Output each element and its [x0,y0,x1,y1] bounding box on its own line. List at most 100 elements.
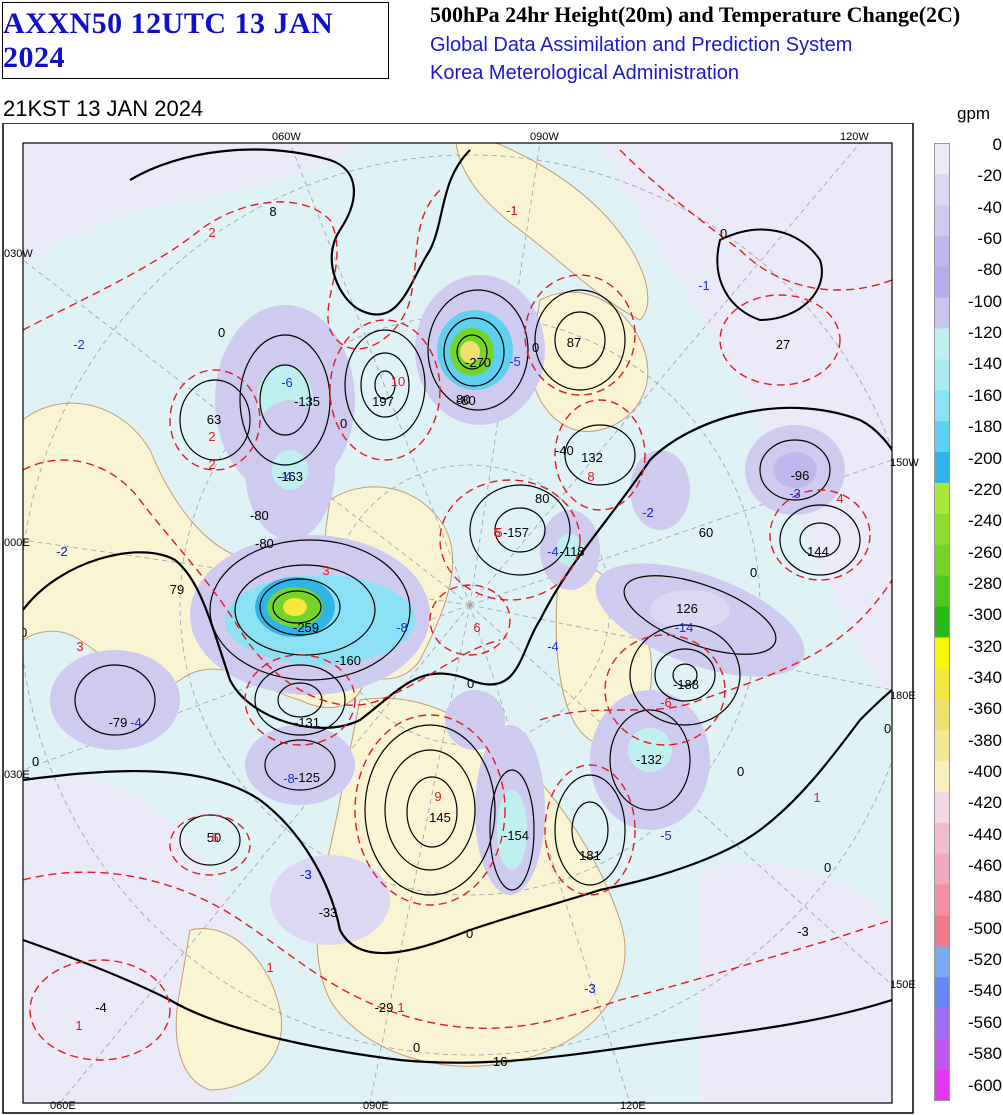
legend-label: -260 [967,542,1002,562]
legend-label: -380 [967,730,1002,750]
land [23,143,652,1091]
legend-label: -480 [967,887,1002,907]
legend-label: -20 [977,166,1002,186]
contour-label: 0 [750,565,757,580]
temp-value: -2 [56,544,68,559]
temperature-values: 2 2 -2 -6 -4 -4 -5 -8 -3 -2 -2 -14 -4 -5… [56,203,843,1033]
height-center: -131 [294,715,320,730]
lon-label-bottom: 120E [620,1100,646,1112]
legend-label: -140 [967,354,1002,374]
contour-label: -160 [335,653,361,668]
legend-swatch [934,946,950,978]
temp-value: -1 [506,203,518,218]
temp-value: 1 [813,790,820,805]
height-center: -154 [503,828,529,843]
legend-label: -100 [967,291,1002,311]
legend-swatch [934,699,950,731]
legend-label: -440 [967,824,1002,844]
legend-swatch [934,761,950,793]
temp-value: -6 [281,375,293,390]
height-center: 144 [807,544,829,559]
temp-value: 4 [836,491,843,506]
legend-swatch [934,637,950,669]
contour-label: 0 [720,226,727,241]
legend-label: -400 [967,762,1002,781]
legend-swatch [934,791,950,824]
temp-value: 9 [434,789,441,804]
temp-value: 1 [266,960,273,975]
legend-label: -240 [967,511,1002,531]
temp-value: 2 [208,225,215,240]
temp-value: -3 [300,867,312,882]
legend-label: -180 [967,417,1002,437]
temp-value: -3 [300,867,312,882]
lat-label-left: 030E [4,769,30,781]
legend-swatch [934,204,950,237]
contour-label: 0 [20,625,27,640]
legend-swatch [934,544,950,577]
legend-label: -220 [967,479,1002,499]
weather-map: 0 0 0 0 0 0 0 0 0 0 0 0 0 80 80 -80 -80 … [2,123,919,1114]
chart-title: 500hPa 24hr Height(20m) and Temperature … [430,2,961,27]
legend-colorbar [934,143,950,1101]
temp-value: 10 [391,374,405,389]
height-center: -4 [95,1000,107,1015]
height-center: 145 [429,810,451,825]
lat-label-right: 180E [890,690,916,702]
temp-value: -2 [56,544,68,559]
legend-swatch [934,359,950,391]
height-center: -33 [319,905,338,920]
height-center: -118 [559,544,584,559]
legend-swatch [934,884,950,917]
legend-label: -520 [967,950,1002,970]
contour-label: 0 [466,926,473,941]
legend-label: -500 [967,918,1002,938]
temp-value: 8 [587,469,594,484]
temp-value: -3 [789,486,801,501]
legend-swatch [934,575,950,608]
height-center: 27 [776,337,790,352]
temp-value: 2 [208,457,215,472]
legend-swatch [934,1070,950,1101]
contour-label: 0 [218,325,225,340]
contour-label: 0 [413,1040,420,1055]
temp-value: -2 [642,505,654,520]
height-center: -188 [673,677,699,692]
legend-swatch [934,915,950,947]
height-center: -79 [109,715,128,730]
height-center: -163 [277,469,303,484]
legend-label: -80 [977,260,1002,280]
height-center: 87 [567,335,581,350]
height-center: 60 [699,525,713,540]
legend-label: -600 [967,1075,1002,1095]
legend-swatch [934,668,950,700]
lat-label-left: 030W [4,248,33,260]
height-center: -125 [294,770,320,785]
temp-value: -3 [797,924,809,939]
temp-value: -4 [130,715,142,730]
legend-label: -120 [967,323,1002,343]
product-code-box: AXXN50 12UTC 13 JAN 2024 [2,2,389,79]
legend-label: -200 [967,448,1002,468]
contour-label: 0 [340,416,347,431]
height-center: 132 [581,450,603,465]
legend-swatch [934,421,950,453]
height-center: -157 [503,525,529,540]
temp-value: -2 [73,337,85,352]
legend-unit: gpm [957,104,991,123]
system-name: Global Data Assimilation and Prediction … [430,34,853,56]
temperature-contours [23,149,892,1061]
lon-label-top: 120W [840,131,869,143]
legend-swatch [934,266,950,299]
legend-swatch [934,482,950,515]
temp-value: -5 [509,354,521,369]
legend-label: 0 [992,135,1002,154]
lon-label-top: 060W [272,131,301,143]
legend-swatch [934,328,950,360]
contour-label: 80 [535,491,549,506]
legend-label: -40 [977,197,1002,217]
height-center: -135 [294,394,320,409]
contour-label: -80 [255,536,274,551]
legend-swatch [934,1008,950,1040]
temp-value: 1 [75,1018,82,1033]
